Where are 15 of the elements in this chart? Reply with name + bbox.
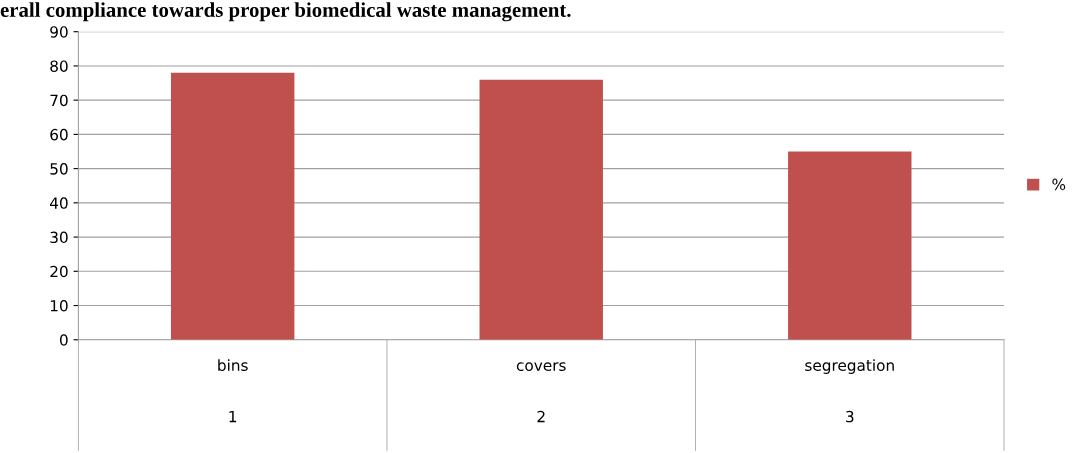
y-tick-label: 20	[50, 265, 68, 278]
category-label: bins 1	[218, 359, 248, 423]
y-tick-label: 0	[59, 334, 68, 346]
y-tick-label: 50	[50, 163, 68, 175]
category-label: segregation 3	[805, 359, 894, 423]
y-tick-label: 60	[50, 128, 68, 141]
y-tick-label: 30	[50, 231, 68, 244]
legend-label: %	[1052, 178, 1066, 191]
y-tick-label: 10	[50, 299, 68, 312]
y-tick-label: 80	[50, 60, 68, 72]
y-tick-label: 70	[50, 94, 68, 107]
chart-title: erall compliance towards proper biomedical waste management.	[0, 2, 571, 22]
category-label: covers 2	[516, 362, 566, 423]
y-tick-label: 90	[50, 26, 68, 38]
y-tick-label: 40	[49, 197, 68, 209]
